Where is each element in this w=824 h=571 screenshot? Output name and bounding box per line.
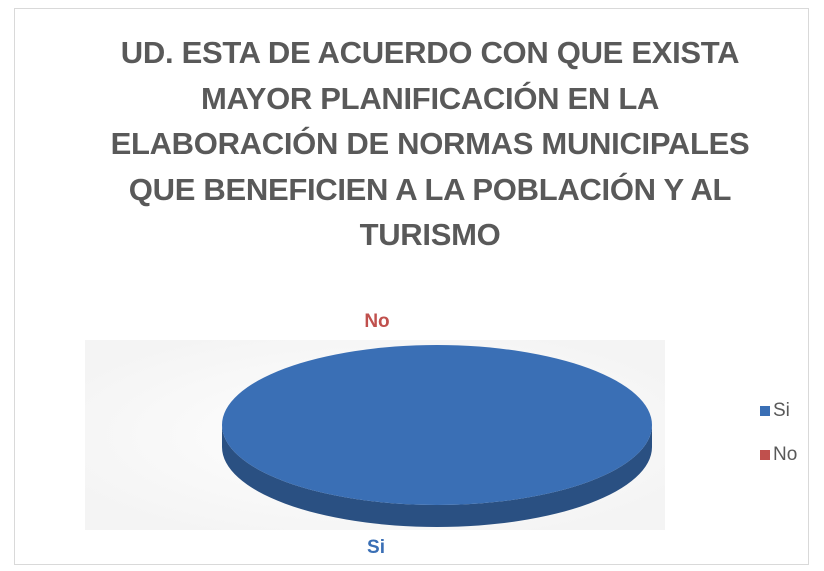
- pie-slice-side: [222, 425, 652, 527]
- data-label: No: [364, 311, 389, 332]
- legend-swatch: [760, 450, 770, 460]
- chart-title: UD. ESTA DE ACUERDO CON QUE EXISTA MAYOR…: [110, 35, 750, 252]
- chart-frame: [14, 8, 809, 565]
- legend-label: Si: [773, 400, 790, 421]
- data-label: Si: [367, 537, 385, 558]
- legend-swatch: [760, 406, 770, 416]
- pie-slice: [222, 345, 652, 505]
- legend-label: No: [773, 444, 797, 465]
